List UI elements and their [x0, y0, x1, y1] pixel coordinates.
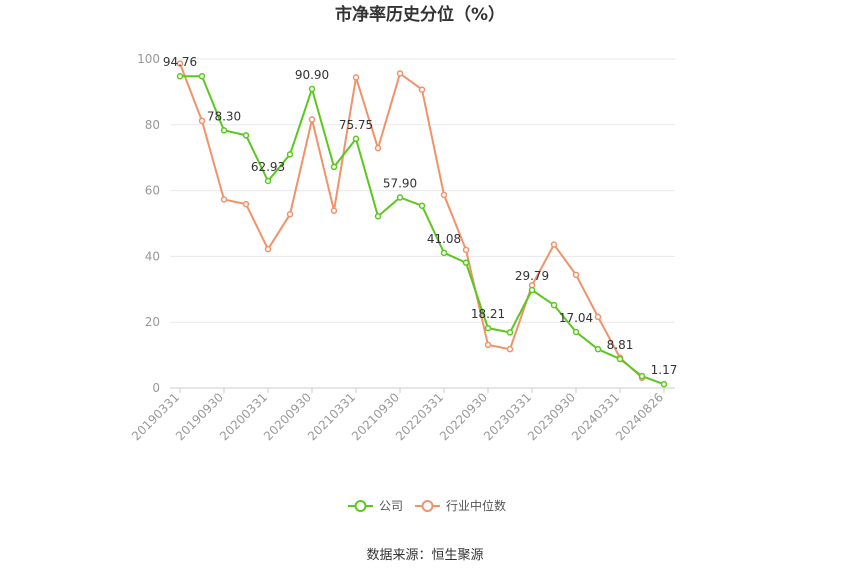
data-point-industry-median	[572, 271, 580, 279]
y-tick-label: 60	[145, 184, 160, 198]
data-point-company	[264, 177, 272, 185]
legend-item-company[interactable]: 公司	[348, 499, 403, 513]
data-label: 78.30	[207, 109, 241, 123]
data-point-industry-median	[506, 345, 514, 353]
data-point-industry-median	[374, 144, 382, 152]
data-label-layer: 94.76 78.30 62.93 90.90 75.75 57.90 41.08 18.21…	[163, 55, 678, 377]
series-layer	[176, 60, 668, 388]
series-line-company	[180, 75, 665, 386]
data-label: 1.17	[651, 363, 678, 377]
data-point-industry-median	[352, 74, 360, 81]
data-point-company	[528, 286, 536, 294]
data-point-company	[220, 127, 228, 134]
data-point-industry-median	[462, 246, 470, 254]
y-tick-label: 80	[145, 118, 160, 132]
data-point-company	[396, 194, 404, 201]
legend-item-industry-median[interactable]: 行业中位数	[415, 498, 506, 513]
data-label: 62.93	[251, 160, 285, 174]
data-point-company	[418, 202, 426, 209]
data-label: 41.08	[427, 232, 461, 246]
chart-title: 市净率历史分位（%）	[335, 4, 505, 25]
data-point-company	[286, 151, 294, 158]
data-label: 29.79	[515, 269, 549, 283]
data-point-company	[484, 324, 492, 332]
data-point-company	[462, 259, 470, 266]
data-point-company	[330, 163, 338, 171]
data-point-company	[176, 72, 184, 80]
y-tick-label: 20	[145, 315, 160, 329]
grid-layer	[170, 58, 675, 389]
data-point-industry-median	[308, 116, 316, 123]
data-point-company	[506, 329, 514, 336]
y-tick-label: 40	[145, 249, 160, 263]
data-point-industry-median	[242, 200, 250, 208]
data-point-company	[352, 135, 360, 143]
data-point-company	[572, 328, 580, 336]
data-label: 57.90	[383, 177, 417, 191]
data-point-industry-median	[176, 60, 184, 67]
legend-label: 公司	[379, 499, 403, 513]
data-label: 90.90	[295, 68, 329, 82]
data-point-company	[550, 301, 558, 309]
data-label: 18.21	[471, 307, 505, 321]
legend-marker	[421, 500, 434, 512]
data-point-company	[594, 345, 602, 353]
data-point-industry-median	[220, 196, 228, 203]
y-tick-label: 0	[152, 381, 160, 395]
series-line-industry-median	[179, 63, 643, 379]
data-point-company	[242, 132, 250, 139]
y-tick-label: 100	[137, 52, 160, 66]
data-point-company	[638, 372, 646, 380]
data-point-industry-median	[418, 86, 426, 93]
data-point-industry-median	[440, 191, 448, 199]
data-point-industry-median	[550, 241, 558, 248]
data-point-industry-median	[198, 117, 206, 125]
data-source: 数据来源：恒生聚源	[366, 548, 483, 563]
data-label: 17.04	[559, 311, 593, 325]
data-point-industry-median	[396, 70, 404, 77]
data-point-industry-median	[264, 245, 272, 253]
legend-label: 行业中位数	[446, 498, 506, 513]
data-point-company	[440, 249, 448, 257]
data-point-industry-median	[330, 207, 338, 214]
data-point-industry-median	[286, 211, 294, 218]
data-point-company	[616, 355, 624, 363]
data-label: 94.76	[163, 55, 197, 69]
data-point-company	[660, 380, 668, 388]
legend-marker	[354, 500, 367, 512]
data-point-industry-median	[484, 341, 492, 349]
data-point-company	[308, 85, 316, 93]
legend[interactable]: 公司 行业中位数	[348, 498, 506, 513]
data-point-company	[374, 213, 382, 220]
data-point-company	[198, 72, 206, 80]
x-tick-label: 20240826	[613, 390, 666, 443]
data-label: 75.75	[339, 118, 373, 132]
data-point-industry-median	[594, 313, 602, 321]
data-label: 8.81	[607, 338, 634, 352]
